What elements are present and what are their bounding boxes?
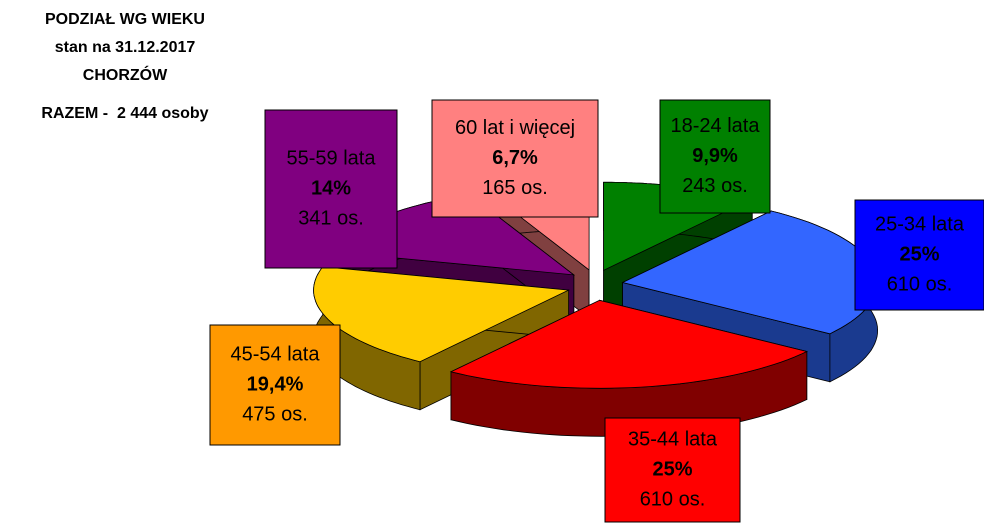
count-label: 475 os. — [242, 403, 308, 425]
slice-top — [449, 299, 808, 389]
category-label: 60 lat i więcej — [455, 117, 575, 139]
title-line: PODZIAŁ WG WIEKU — [45, 11, 205, 28]
title-line: stan na 31.12.2017 — [55, 39, 196, 56]
count-label: 165 os. — [482, 177, 548, 199]
count-label: 341 os. — [298, 207, 364, 229]
category-label: 35-44 lata — [628, 428, 718, 450]
value-label: 9,9% — [692, 145, 738, 167]
value-label: 19,4% — [247, 373, 304, 395]
value-label: 14% — [311, 177, 351, 199]
count-label: 243 os. — [682, 175, 748, 197]
category-label: 55-59 lata — [287, 147, 377, 169]
value-label: 25% — [899, 243, 939, 265]
count-label: 610 os. — [887, 273, 953, 295]
category-label: 45-54 lata — [231, 343, 321, 365]
count-label: 610 os. — [640, 488, 706, 510]
category-label: 18-24 lata — [671, 115, 761, 137]
pie — [313, 181, 879, 437]
value-label: 6,7% — [492, 147, 538, 169]
label-box — [604, 417, 741, 523]
labels: 18-24 lata 9,9% 243 os. 25-34 lata 25% 610 os… — [209, 99, 984, 523]
label-box — [431, 99, 599, 218]
label-box — [854, 199, 984, 311]
value-label: 25% — [652, 458, 692, 480]
title-line: RAZEM - 2 444 osoby — [41, 105, 208, 122]
slice — [449, 299, 808, 437]
category-label: 25-34 lata — [875, 213, 965, 235]
slice-top — [313, 266, 571, 363]
label-box — [264, 109, 398, 269]
label-box — [209, 324, 341, 446]
title-line: CHORZÓW — [83, 65, 168, 84]
label-box — [659, 99, 771, 214]
